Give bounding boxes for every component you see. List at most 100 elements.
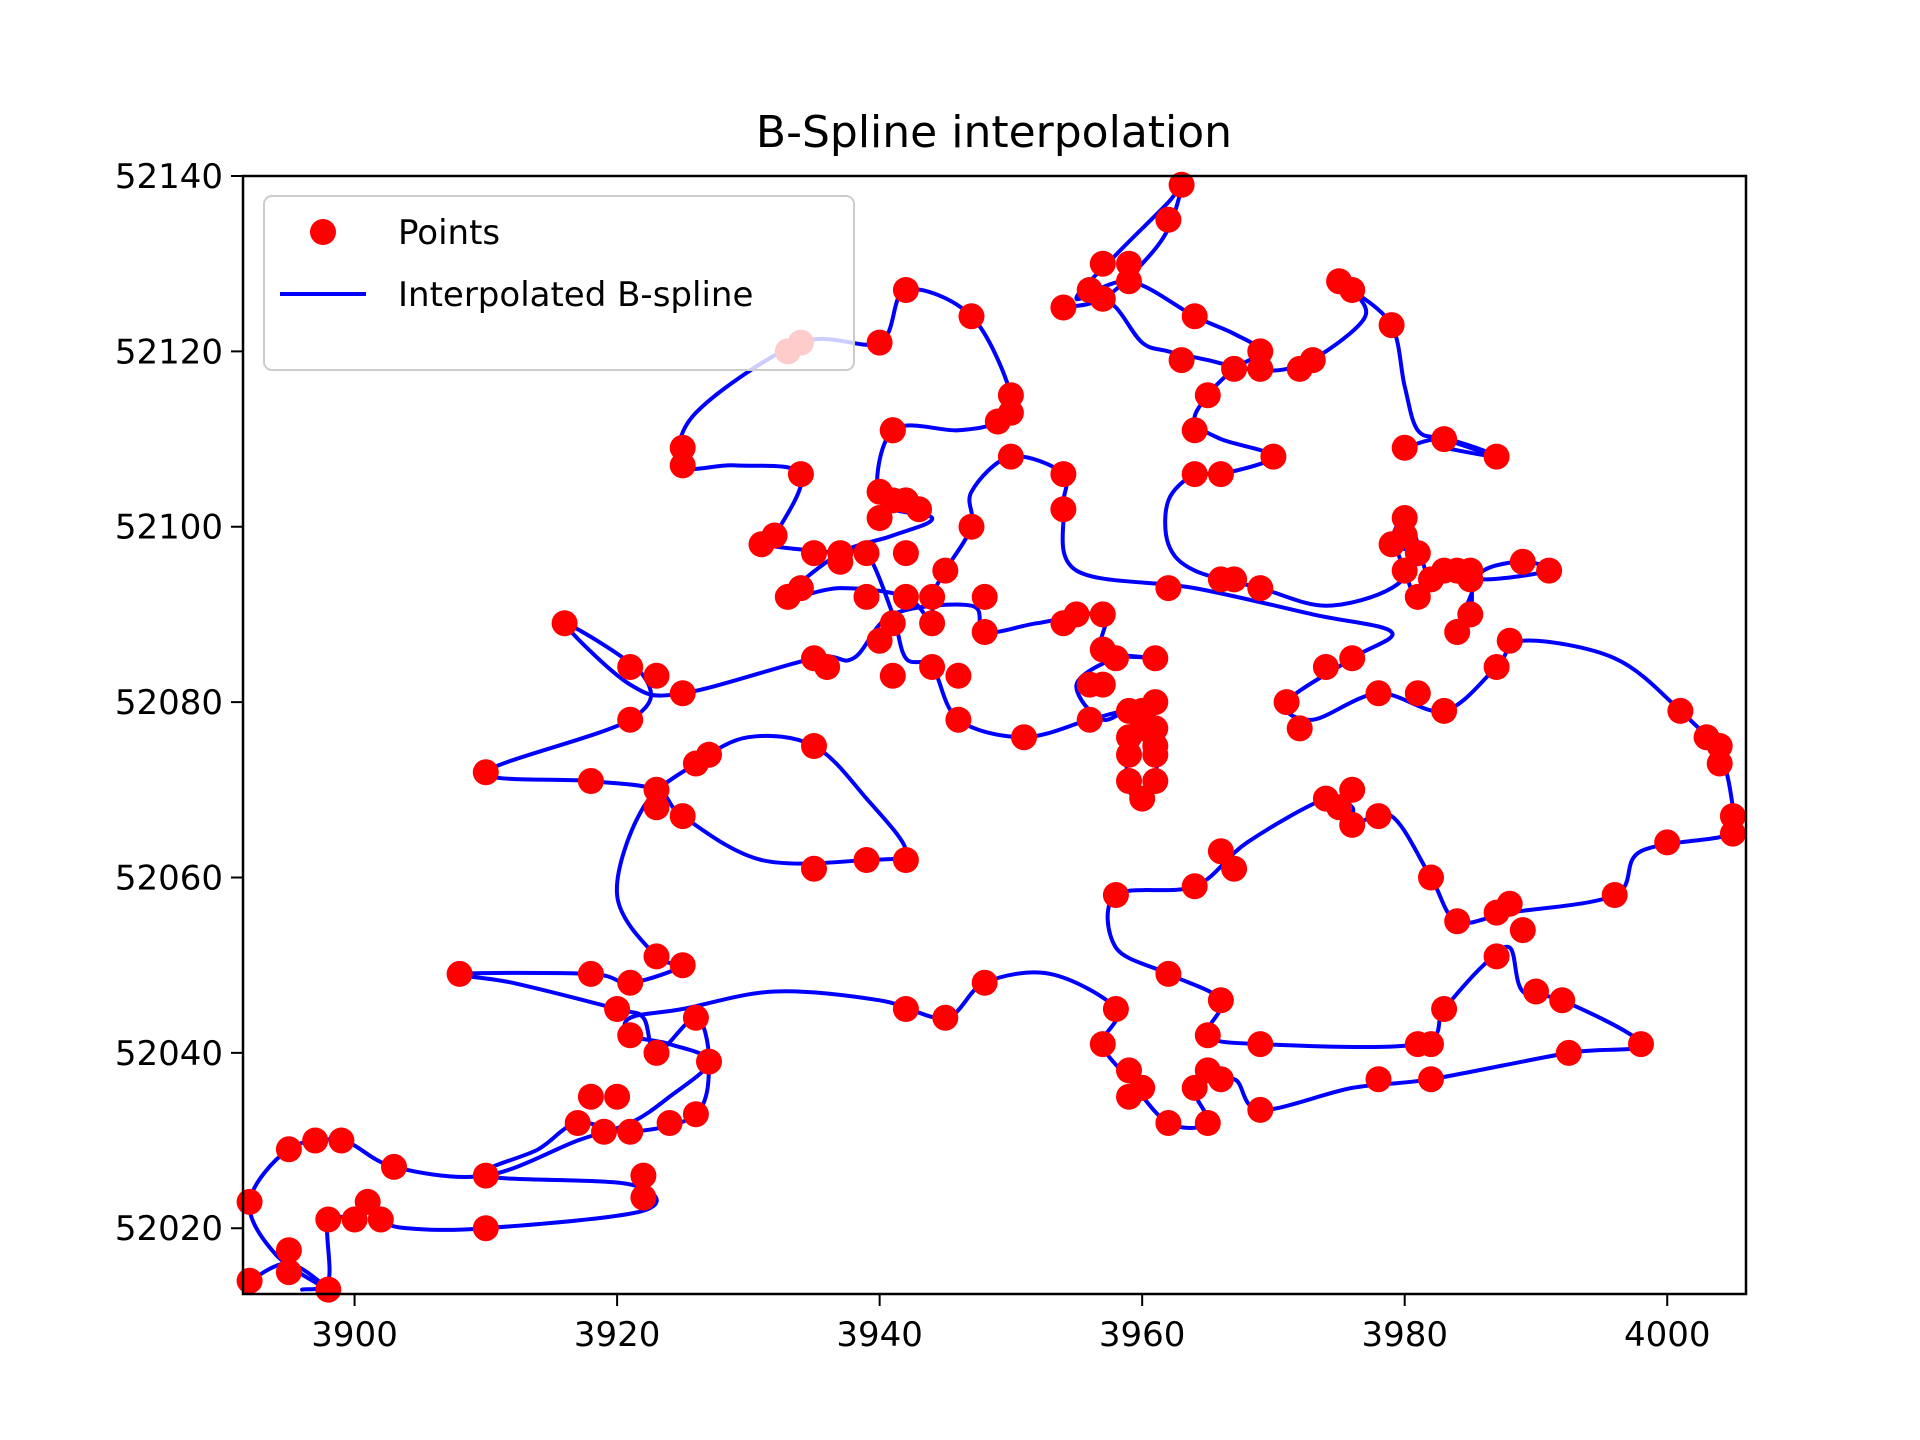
data-point-107 — [1536, 557, 1563, 584]
data-point-137 — [958, 513, 985, 540]
data-point-47 — [1247, 1096, 1274, 1123]
data-point-164 — [1089, 671, 1116, 698]
data-point-77 — [1654, 829, 1681, 856]
data-point-33 — [669, 952, 696, 979]
data-point-104 — [1457, 601, 1484, 628]
data-point-24 — [472, 1215, 499, 1242]
data-point-52 — [1102, 882, 1129, 908]
data-point-97 — [1404, 540, 1431, 567]
data-point-186 — [643, 794, 670, 821]
data-point-86 — [1431, 697, 1458, 724]
data-point-130 — [1089, 285, 1116, 312]
data-point-69 — [1628, 1031, 1654, 1058]
data-point-53 — [1181, 873, 1208, 900]
data-point-64 — [1496, 890, 1523, 917]
data-point-140 — [919, 610, 946, 637]
data-point-58 — [1339, 776, 1366, 803]
data-point-213 — [958, 303, 985, 330]
data-point-181 — [617, 706, 644, 733]
data-point-148 — [761, 522, 788, 549]
data-point-211 — [866, 329, 893, 356]
data-point-46 — [1207, 1066, 1234, 1093]
data-point-27 — [341, 1206, 368, 1233]
data-point-79 — [1719, 820, 1746, 847]
legend-points-label: Points — [398, 213, 500, 253]
data-point-43 — [1194, 1110, 1221, 1136]
x-tick-label-3960: 3960 — [1099, 1315, 1186, 1355]
data-point-160 — [945, 706, 972, 733]
data-point-136 — [997, 443, 1024, 470]
data-point-71 — [1418, 1066, 1444, 1093]
x-tick-label-3900: 3900 — [311, 1315, 398, 1355]
data-point-146 — [774, 583, 801, 610]
data-point-1 — [275, 1259, 302, 1286]
data-point-68 — [1549, 987, 1576, 1014]
data-point-70 — [1555, 1039, 1582, 1066]
data-point-122 — [1207, 461, 1234, 488]
data-point-6 — [302, 1127, 329, 1154]
data-point-108 — [1391, 434, 1418, 461]
data-point-30 — [577, 960, 604, 987]
data-point-201 — [1129, 785, 1156, 812]
y-tick-label-52020: 52020 — [115, 1209, 223, 1249]
data-point-90 — [1273, 689, 1300, 716]
plot-frame — [241, 174, 1748, 1296]
data-point-15 — [656, 1110, 683, 1136]
data-point-105 — [1457, 557, 1484, 584]
legend-line-label: Interpolated B-spline — [398, 275, 753, 315]
y-axis: 52020 52040 52060 52080 52100 52120 52140 — [115, 157, 243, 1249]
data-point-100 — [1418, 566, 1444, 593]
data-point-76 — [1601, 882, 1628, 908]
y-tick-label-52040: 52040 — [115, 1034, 223, 1074]
data-point-158 — [919, 654, 946, 680]
data-point-10 — [617, 1118, 644, 1145]
data-point-59 — [1339, 811, 1366, 838]
data-point-23 — [630, 1184, 657, 1211]
data-point-41 — [1129, 1074, 1156, 1101]
data-point-31 — [617, 969, 644, 996]
data-point-0 — [236, 1267, 263, 1294]
points-layer — [236, 171, 1746, 1303]
data-point-74 — [1418, 1031, 1444, 1058]
data-point-190 — [801, 733, 827, 759]
data-point-16 — [682, 1101, 709, 1128]
data-point-35 — [932, 1004, 959, 1031]
data-point-180 — [617, 654, 644, 680]
data-point-48 — [1247, 1031, 1274, 1058]
x-tick-label-4000: 4000 — [1624, 1315, 1711, 1355]
data-point-21 — [682, 1004, 709, 1031]
data-point-138 — [932, 557, 959, 584]
data-point-216 — [984, 408, 1011, 435]
data-point-12 — [577, 1083, 604, 1110]
data-point-177 — [801, 645, 827, 672]
data-point-191 — [853, 847, 880, 873]
data-point-120 — [1181, 417, 1208, 444]
data-point-113 — [1378, 312, 1405, 339]
data-point-128 — [1089, 250, 1116, 277]
data-point-88 — [1365, 680, 1392, 707]
chart-title: B-Spline interpolation — [756, 107, 1232, 158]
data-point-32 — [643, 943, 670, 970]
data-point-96 — [1391, 505, 1418, 531]
data-point-205 — [1129, 715, 1156, 742]
data-point-62 — [1444, 908, 1471, 935]
data-point-2 — [315, 1276, 342, 1303]
x-tick-label-3940: 3940 — [836, 1315, 923, 1355]
data-point-106 — [1509, 548, 1536, 575]
data-point-162 — [1076, 706, 1103, 733]
y-tick-label-52140: 52140 — [115, 157, 223, 197]
data-point-91 — [1312, 654, 1339, 680]
data-point-132 — [1155, 206, 1182, 233]
data-point-18 — [643, 1039, 670, 1066]
data-point-19 — [617, 1022, 644, 1049]
data-point-171 — [971, 619, 998, 645]
data-point-152 — [853, 540, 880, 567]
data-point-192 — [892, 847, 919, 873]
data-point-187 — [669, 803, 696, 830]
data-point-82 — [1693, 724, 1720, 751]
legend-box — [263, 195, 855, 371]
data-point-151 — [827, 540, 854, 567]
data-point-207 — [669, 452, 696, 479]
data-point-75 — [1431, 996, 1458, 1022]
data-point-65 — [1509, 917, 1536, 944]
